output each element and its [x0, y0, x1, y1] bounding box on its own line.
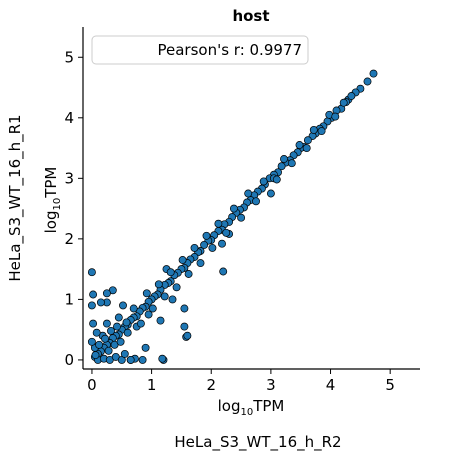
data-point: [180, 304, 189, 313]
y-tick-label: 0: [64, 351, 74, 369]
data-point: [252, 197, 260, 206]
chart-title: host: [232, 7, 269, 25]
data-point: [123, 328, 132, 337]
data-point: [339, 98, 348, 107]
data-point: [331, 112, 340, 121]
data-point: [287, 159, 296, 168]
data-point: [280, 155, 288, 163]
outer-x-label: HeLa_S3_WT_16_h_R2: [174, 433, 341, 452]
data-point: [259, 177, 268, 186]
x-tick-label: 3: [266, 376, 276, 394]
data-point: [168, 295, 177, 304]
y-tick-label: 1: [64, 290, 74, 308]
data-point: [92, 328, 101, 337]
x-tick-label: 5: [385, 376, 395, 394]
data-point: [180, 322, 189, 331]
data-point: [266, 189, 275, 198]
x-tick-label: 4: [326, 376, 336, 394]
data-point: [214, 219, 223, 228]
data-point: [89, 319, 98, 328]
data-point: [122, 318, 131, 327]
axis-ticks: 0 1 2 3 4 5 0 1 2 3 4 5: [64, 48, 394, 394]
data-point: [222, 228, 231, 237]
data-point: [129, 304, 138, 313]
data-point: [219, 267, 228, 276]
data-point: [156, 316, 165, 325]
data-point: [237, 213, 246, 222]
y-tick-label: 4: [64, 109, 74, 127]
data-point: [302, 144, 311, 153]
y-tick-label: 2: [64, 230, 74, 248]
data-point: [141, 343, 150, 352]
data-point: [363, 77, 372, 86]
data-point: [369, 69, 378, 78]
data-point: [200, 240, 209, 249]
data-point: [91, 351, 100, 360]
x-axis-label-base: log: [218, 397, 241, 415]
data-point: [202, 231, 211, 240]
x-axis-label-tail: TPM: [252, 397, 284, 415]
x-tick-label: 0: [87, 376, 97, 394]
data-point: [184, 270, 193, 278]
data-point: [102, 289, 111, 298]
data-point: [95, 340, 104, 349]
data-point: [347, 92, 356, 100]
data-point: [119, 301, 127, 310]
data-point: [272, 175, 281, 184]
data-point: [303, 136, 312, 145]
data-point: [160, 292, 169, 301]
data-point: [138, 355, 147, 364]
data-point: [166, 268, 175, 277]
legend-text: Pearson's r: 0.9977: [157, 41, 302, 59]
data-point: [172, 283, 181, 292]
x-axis-label: log10TPM: [218, 397, 285, 418]
data-point: [107, 326, 115, 335]
data-point: [190, 243, 199, 252]
y-axis-label-tail: TPM: [42, 167, 60, 199]
data-point: [87, 268, 96, 277]
x-tick-label: 2: [206, 376, 216, 394]
data-point: [87, 337, 96, 346]
data-point: [196, 259, 205, 268]
data-point: [244, 189, 253, 198]
data-point: [317, 127, 326, 136]
x-axis-label-sub: 10: [240, 407, 253, 418]
data-point: [229, 204, 238, 213]
data-point: [136, 319, 145, 328]
data-points: [87, 69, 378, 364]
data-point: [102, 319, 111, 328]
data-point: [104, 346, 113, 355]
x-tick-label: 1: [147, 376, 157, 394]
data-point: [208, 243, 217, 252]
y-axis-label: log10TPM: [42, 167, 63, 234]
data-point: [114, 313, 123, 322]
outer-y-label: HeLa_S3_WT_16_h_R1: [6, 114, 25, 281]
data-point: [158, 354, 167, 363]
data-point: [113, 322, 121, 331]
data-point: [277, 162, 286, 171]
data-point: [144, 310, 153, 319]
data-point: [154, 280, 163, 289]
data-point: [309, 125, 318, 134]
data-point: [295, 141, 304, 149]
y-tick-label: 3: [64, 169, 74, 187]
data-point: [178, 256, 187, 264]
data-point: [89, 290, 98, 299]
y-tick-label: 5: [64, 48, 74, 66]
data-point: [142, 289, 151, 298]
data-point: [183, 331, 192, 340]
data-point: [87, 301, 96, 310]
data-point: [120, 349, 129, 358]
data-point: [148, 304, 157, 313]
legend: Pearson's r: 0.9977: [91, 35, 309, 65]
data-point: [96, 298, 105, 307]
data-point: [218, 239, 226, 248]
data-point: [116, 337, 125, 346]
y-axis-label-base: log: [42, 211, 60, 234]
data-point: [101, 334, 110, 343]
data-point: [126, 355, 135, 364]
legend-box: [91, 35, 309, 65]
y-axis-label-sub: 10: [52, 198, 63, 211]
